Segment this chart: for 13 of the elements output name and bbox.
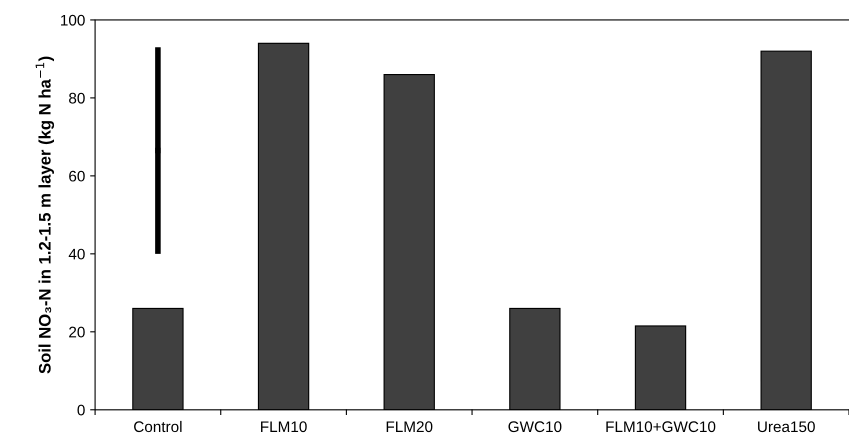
x-tick-label: FLM20 — [386, 421, 432, 432]
y-tick-label: 40 — [68, 248, 85, 260]
y-tick-label: 0 — [77, 404, 85, 416]
y-axis-title: Soil NO₃-N in 1.2-1.5 m layer (kg N ha$^{−1}$) — [36, 56, 54, 374]
y-tick-label: 60 — [69, 170, 85, 182]
y-tick-label: 20 — [69, 326, 85, 338]
x-tick-label: GWC10 — [508, 421, 562, 432]
y-tick-label: 100 — [61, 14, 85, 26]
x-tick-label: FLM10 — [261, 421, 307, 432]
y-tick-label: 80 — [69, 92, 85, 104]
x-tick-label: FLM10+GWC10 — [606, 421, 716, 432]
x-tick-label: Control — [134, 420, 182, 432]
x-tick-label: Urea150 — [758, 421, 815, 432]
